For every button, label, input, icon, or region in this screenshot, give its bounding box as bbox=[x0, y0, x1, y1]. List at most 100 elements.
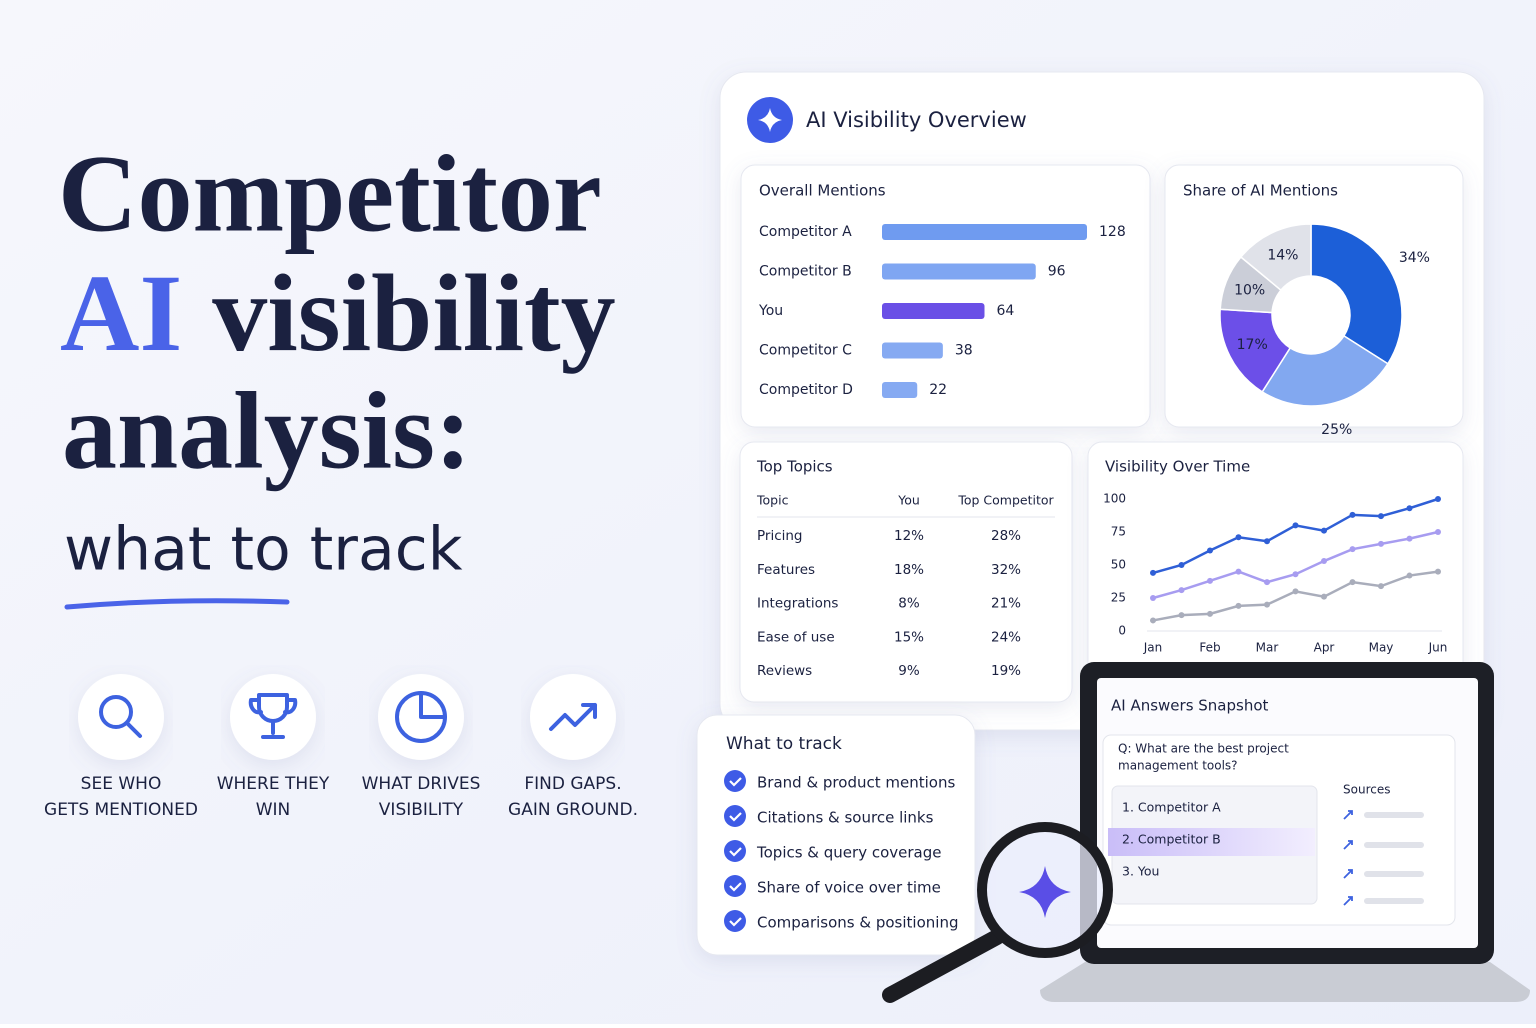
table-cell: Pricing bbox=[757, 528, 803, 544]
source-bar bbox=[1364, 871, 1424, 877]
donut-slice bbox=[1239, 223, 1312, 292]
line-point bbox=[1207, 610, 1213, 617]
line-point bbox=[1321, 593, 1327, 600]
icon bbox=[248, 693, 298, 739]
feature-label: WIN bbox=[256, 800, 291, 820]
table-cell: Features bbox=[757, 562, 815, 578]
bar bbox=[882, 263, 1036, 280]
checklist-card bbox=[696, 714, 976, 956]
donut-label: 34% bbox=[1399, 250, 1430, 266]
headline-line: analysis: bbox=[62, 369, 472, 491]
checklist-item: Topics & query coverage bbox=[756, 844, 941, 862]
laptop-base bbox=[1040, 962, 1530, 1002]
line-point bbox=[1235, 602, 1242, 609]
magnifier-sparkle bbox=[1019, 866, 1071, 918]
donut-label: 25% bbox=[1321, 422, 1352, 438]
checklist-item: Share of voice over time bbox=[757, 879, 941, 897]
feature-icon-bg bbox=[230, 674, 316, 760]
headline-subtitle: what to track bbox=[64, 515, 463, 585]
bar bbox=[882, 224, 1087, 240]
table-cell: Integrations bbox=[757, 596, 838, 612]
bar-value: 64 bbox=[997, 303, 1015, 319]
line-point bbox=[1349, 546, 1356, 553]
y-tick-label: 0 bbox=[1118, 624, 1126, 638]
table-header: Topic bbox=[756, 493, 789, 508]
table-header: You bbox=[897, 493, 920, 508]
panel-title: Visibility Over Time bbox=[1105, 458, 1250, 476]
icon bbox=[419, 691, 447, 719]
donut-slice bbox=[1261, 334, 1389, 407]
line-point bbox=[1321, 558, 1327, 565]
donut-label: 10% bbox=[1234, 283, 1265, 299]
line-point bbox=[1378, 513, 1384, 520]
bar bbox=[882, 342, 943, 359]
line-point bbox=[1178, 587, 1185, 594]
check-mark bbox=[729, 882, 742, 892]
x-tick-label: Mar bbox=[1256, 641, 1279, 655]
link-icon bbox=[1343, 840, 1353, 850]
panel bbox=[739, 441, 1073, 703]
feature-label: SEE WHO bbox=[81, 774, 162, 794]
check-icon bbox=[724, 840, 746, 862]
check-icon bbox=[724, 875, 746, 897]
line-point bbox=[1349, 511, 1356, 518]
donut-label: 14% bbox=[1267, 247, 1298, 263]
snapshot-answer: 1. Competitor A bbox=[1122, 800, 1221, 815]
line-point bbox=[1292, 588, 1299, 595]
icon bbox=[99, 695, 133, 729]
table-cell: 24% bbox=[991, 629, 1021, 645]
bar-value: 128 bbox=[1099, 224, 1126, 240]
table-header: Top Competitor bbox=[957, 493, 1054, 508]
feature-icon-bg bbox=[530, 674, 616, 760]
bar bbox=[882, 303, 985, 319]
snapshot-title: AI Answers Snapshot bbox=[1111, 697, 1269, 715]
table-cell: Ease of use bbox=[757, 629, 835, 645]
bar-category: Competitor C bbox=[759, 343, 852, 359]
donut-slice bbox=[1310, 223, 1403, 365]
checklist-title: What to track bbox=[726, 734, 842, 754]
line-point bbox=[1378, 583, 1384, 590]
link-icon bbox=[1343, 869, 1353, 879]
x-tick-label: Jun bbox=[1428, 641, 1448, 655]
line-point bbox=[1150, 595, 1156, 601]
table-cell: 19% bbox=[991, 663, 1021, 679]
check-mark bbox=[729, 812, 742, 822]
line-point bbox=[1235, 568, 1242, 575]
feature-label: GAIN GROUND. bbox=[508, 800, 638, 820]
line-point bbox=[1264, 601, 1270, 608]
x-tick-label: May bbox=[1369, 641, 1394, 655]
donut-label: 17% bbox=[1237, 337, 1268, 353]
check-mark bbox=[729, 917, 742, 927]
headline-word: visibility bbox=[212, 252, 615, 374]
check-mark bbox=[729, 847, 742, 857]
feature-label: VISIBILITY bbox=[379, 800, 464, 820]
y-tick-label: 50 bbox=[1111, 558, 1126, 572]
checklist-item: Citations & source links bbox=[757, 809, 934, 827]
snapshot-answer: 3. You bbox=[1122, 864, 1159, 879]
bar-value: 96 bbox=[1048, 264, 1066, 280]
feature-label: WHAT DRIVES bbox=[362, 774, 481, 794]
bar bbox=[882, 382, 918, 398]
feature-icon-bg bbox=[78, 674, 164, 760]
line-point bbox=[1264, 579, 1270, 586]
table-cell: 18% bbox=[894, 562, 924, 578]
table-cell: 8% bbox=[898, 596, 920, 612]
table-cell: 32% bbox=[991, 562, 1021, 578]
line-point bbox=[1178, 612, 1185, 619]
line-point bbox=[1292, 571, 1299, 578]
check-icon bbox=[724, 805, 746, 827]
source-bar bbox=[1364, 812, 1424, 818]
check-mark bbox=[729, 777, 742, 787]
check-icon bbox=[724, 770, 746, 792]
checklist-item: Brand & product mentions bbox=[757, 774, 955, 792]
snapshot-question: management tools? bbox=[1118, 759, 1238, 773]
line-point bbox=[1150, 617, 1156, 624]
snapshot-sources: Sources bbox=[1343, 783, 1390, 797]
line-point bbox=[1321, 527, 1327, 534]
table-cell: 28% bbox=[991, 528, 1021, 544]
snapshot-answer: 2. Competitor B bbox=[1122, 832, 1221, 847]
x-tick-label: Feb bbox=[1199, 641, 1220, 655]
line-point bbox=[1207, 547, 1213, 554]
line-point bbox=[1406, 572, 1413, 579]
